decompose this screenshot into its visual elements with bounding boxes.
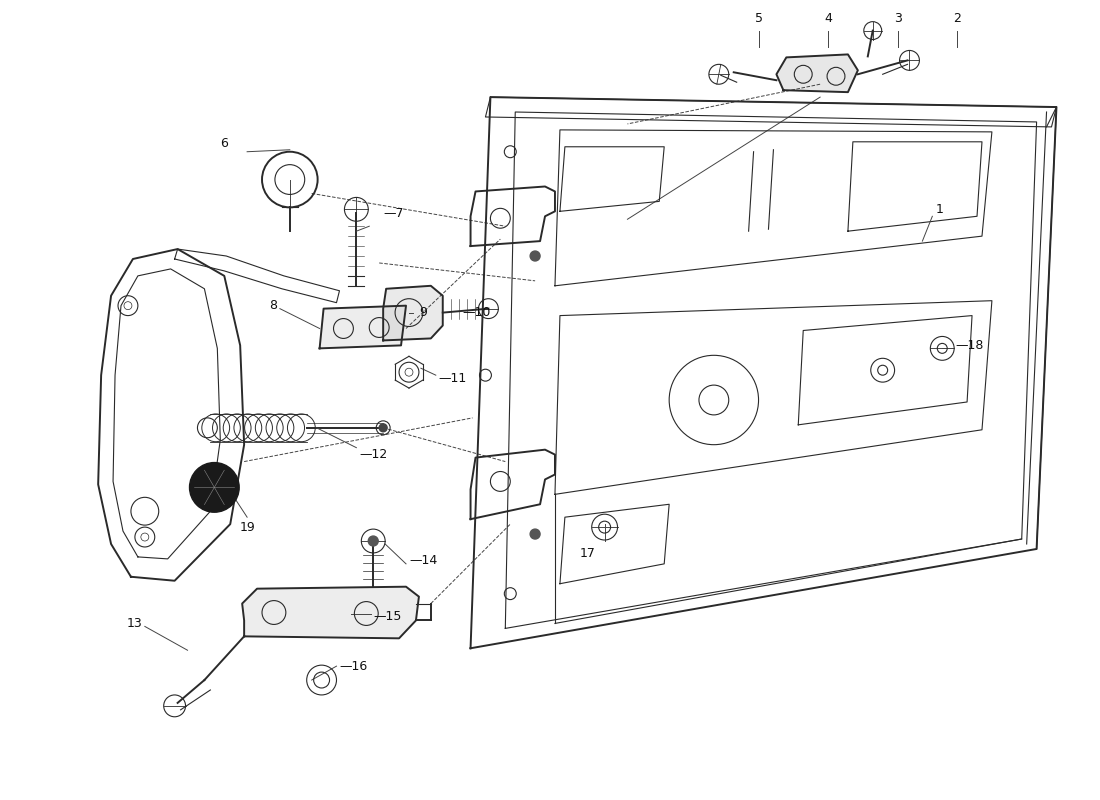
Text: 4: 4 [824, 12, 832, 25]
Polygon shape [242, 586, 419, 638]
Text: —11: —11 [439, 372, 468, 385]
Polygon shape [320, 306, 406, 348]
Text: 1: 1 [935, 203, 943, 216]
Circle shape [530, 251, 540, 261]
Text: 8: 8 [268, 299, 277, 312]
Text: 6: 6 [220, 138, 228, 150]
Circle shape [530, 529, 540, 539]
Text: —16: —16 [340, 660, 367, 673]
Text: 9: 9 [419, 306, 427, 319]
Text: 2: 2 [954, 12, 961, 25]
Text: 5: 5 [755, 12, 762, 25]
Text: 13: 13 [128, 617, 143, 630]
Text: 17: 17 [580, 547, 596, 561]
Text: 19: 19 [239, 521, 255, 534]
Text: —15: —15 [373, 610, 402, 623]
Circle shape [368, 536, 378, 546]
Circle shape [379, 424, 387, 432]
Polygon shape [383, 286, 442, 341]
Polygon shape [777, 54, 858, 92]
Circle shape [189, 462, 239, 512]
Text: 3: 3 [893, 12, 902, 25]
Text: —12: —12 [360, 448, 387, 461]
Text: —14: —14 [409, 554, 437, 567]
Text: —7: —7 [383, 207, 404, 220]
Text: —10: —10 [463, 306, 491, 319]
Text: —18: —18 [955, 339, 983, 352]
